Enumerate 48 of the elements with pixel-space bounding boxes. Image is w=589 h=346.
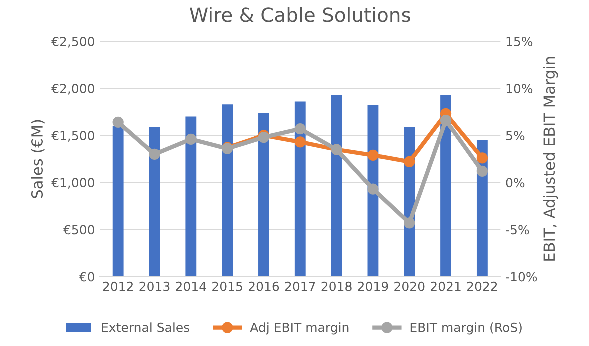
bar [112, 126, 124, 277]
x-tick-label: 2019 [358, 282, 388, 292]
y-axis-title: Sales (€M) [31, 120, 45, 198]
y-tick-label: €1,500 [52, 131, 94, 142]
x-tick-label: 2018 [322, 282, 352, 292]
x-tick-label: 2017 [285, 282, 316, 292]
y-tick-label: €2,000 [52, 84, 94, 95]
y2-tick-label: 5% [506, 131, 525, 141]
point [476, 152, 488, 164]
y2-axis-title: EBIT, Adjusted EBIT Margin [543, 57, 558, 261]
y2-tick-label: -5% [506, 225, 530, 235]
point [404, 156, 416, 168]
y2-tick-label: 0% [506, 178, 525, 188]
y-tick-label: €2,500 [52, 36, 94, 48]
bar [331, 95, 342, 277]
legend-label: Adj EBIT margin [250, 322, 349, 335]
bar [258, 113, 270, 277]
x-tick-label: 2022 [467, 282, 498, 292]
point [149, 148, 160, 160]
point [368, 150, 379, 161]
legend-label: EBIT margin (RoS) [410, 322, 522, 335]
x-tick-label: 2015 [212, 282, 242, 292]
bar [186, 116, 197, 277]
x-tick-label: 2020 [394, 282, 425, 292]
point [476, 166, 488, 177]
y-tick-label: €0 [79, 272, 94, 282]
x-tick-label: 2012 [103, 282, 133, 292]
point [294, 136, 306, 148]
bar [294, 102, 306, 277]
point [404, 218, 416, 229]
point [186, 134, 197, 145]
x-tick-label: 2013 [140, 282, 170, 292]
bar [222, 104, 234, 277]
bar [149, 127, 160, 277]
point [294, 123, 306, 135]
legend-label: External Sales [102, 322, 190, 332]
y-tick-label: €1,000 [52, 178, 94, 189]
point [440, 115, 452, 126]
y-tick-label: €500 [63, 225, 94, 235]
x-tick-label: 2021 [431, 282, 461, 292]
x-tick-label: 2014 [176, 282, 206, 292]
y2-tick-label: 15% [506, 36, 533, 46]
x-tick-label: 2016 [248, 282, 280, 292]
point [368, 184, 379, 195]
point [112, 116, 124, 128]
y2-tick-label: 10% [506, 84, 533, 94]
chart-title: Wire & Cable Solutions [190, 7, 410, 22]
y2-tick-label: -10% [506, 272, 538, 282]
